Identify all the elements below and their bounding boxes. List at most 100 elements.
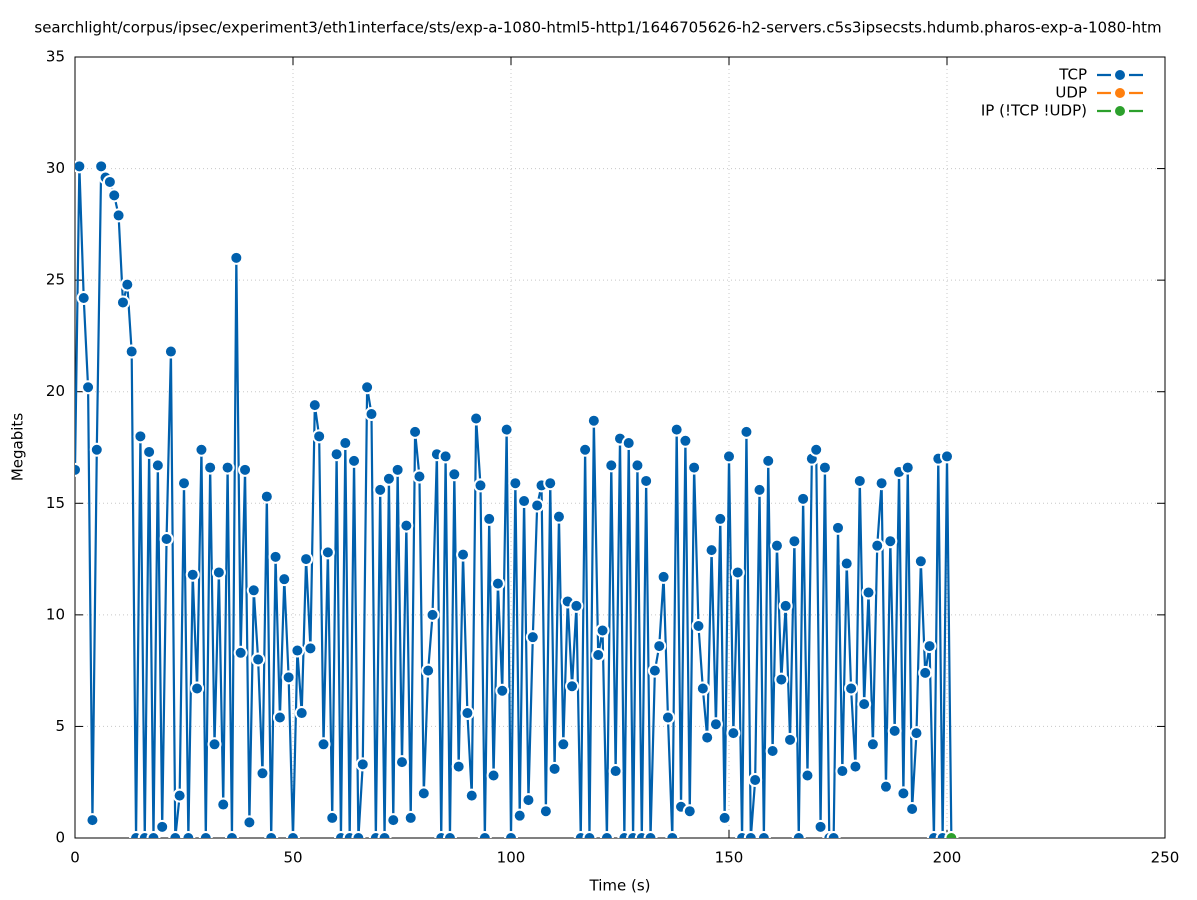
data-point — [831, 520, 845, 535]
data-point — [813, 819, 828, 834]
data-point — [172, 788, 187, 803]
data-point — [765, 743, 780, 758]
data-point — [748, 772, 763, 787]
data-point — [905, 801, 920, 816]
data-point — [669, 422, 684, 437]
data-point — [75, 462, 82, 477]
data-point — [909, 726, 924, 741]
data-point — [913, 554, 928, 569]
data-point — [377, 831, 392, 838]
chart-title: searchlight/corpus/ipsec/experiment3/eth… — [34, 19, 1161, 37]
data-point — [290, 643, 305, 658]
data-point — [504, 831, 518, 838]
data-point — [425, 607, 440, 622]
data-point — [229, 250, 244, 265]
data-point — [386, 813, 401, 828]
data-point — [142, 444, 157, 459]
legend-marker — [1113, 104, 1127, 118]
series — [75, 159, 959, 838]
data-point — [739, 424, 754, 439]
data-point — [809, 442, 824, 457]
x-tick-label: 100 — [497, 849, 526, 867]
data-point — [177, 476, 191, 491]
data-point — [233, 645, 248, 660]
data-point — [922, 639, 937, 654]
y-tick-label: 10 — [46, 605, 65, 623]
data-point — [900, 460, 915, 475]
data-point — [307, 398, 322, 413]
data-point — [438, 449, 453, 464]
data-point — [870, 538, 885, 553]
series — [944, 831, 959, 838]
data-point — [752, 482, 767, 497]
x-tick-label: 250 — [1151, 849, 1180, 867]
y-tick-label: 15 — [46, 494, 65, 512]
data-point — [102, 174, 117, 189]
data-point — [726, 726, 741, 741]
data-point — [281, 670, 296, 685]
data-point — [817, 460, 832, 475]
data-point — [826, 831, 841, 838]
data-point — [111, 208, 126, 223]
data-point — [556, 737, 571, 752]
data-point — [639, 473, 654, 488]
data-point — [940, 449, 954, 464]
data-point — [691, 619, 706, 634]
data-point — [543, 476, 558, 491]
data-point — [456, 547, 471, 562]
data-point — [865, 737, 880, 752]
data-point — [538, 804, 553, 819]
data-point — [198, 831, 213, 838]
data-point — [303, 641, 318, 656]
data-point — [722, 449, 736, 464]
data-point — [421, 663, 436, 678]
data-point — [547, 761, 562, 776]
data-point — [268, 549, 283, 564]
data-point — [787, 534, 802, 549]
data-point — [525, 630, 540, 645]
data-point — [447, 467, 462, 482]
y-tick-label: 5 — [55, 717, 65, 735]
data-point — [512, 808, 527, 823]
data-point — [277, 572, 292, 587]
data-point — [224, 831, 239, 838]
data-point — [325, 810, 340, 825]
data-point — [486, 768, 501, 783]
data-point — [75, 159, 87, 174]
data-point — [190, 681, 205, 696]
data-point — [286, 831, 300, 838]
x-tick-label: 150 — [715, 849, 744, 867]
data-point — [551, 509, 566, 524]
legend-label: IP (!TCP !UDP) — [981, 102, 1087, 120]
data-point — [76, 290, 91, 305]
data-point — [107, 188, 122, 203]
data-point — [242, 815, 257, 830]
data-point — [238, 462, 253, 477]
data-point — [665, 831, 680, 838]
data-point — [355, 757, 370, 772]
data-point — [896, 786, 911, 801]
data-point — [844, 681, 859, 696]
data-point — [390, 462, 405, 477]
data-point — [682, 804, 697, 819]
data-point — [146, 831, 161, 838]
data-point — [216, 797, 231, 812]
data-point — [442, 831, 457, 838]
data-point — [168, 831, 183, 838]
data-point — [591, 648, 606, 663]
x-axis-label: Time (s) — [589, 877, 651, 895]
data-point — [211, 565, 226, 580]
data-point — [630, 458, 645, 473]
data-point — [272, 710, 287, 725]
legend-label: UDP — [1055, 84, 1087, 102]
data-point — [185, 567, 200, 582]
data-point — [839, 556, 854, 571]
data-point — [852, 473, 867, 488]
data-point — [490, 576, 505, 591]
data-point — [133, 429, 148, 444]
data-point — [255, 766, 270, 781]
data-point — [403, 810, 418, 825]
data-point — [569, 598, 584, 613]
